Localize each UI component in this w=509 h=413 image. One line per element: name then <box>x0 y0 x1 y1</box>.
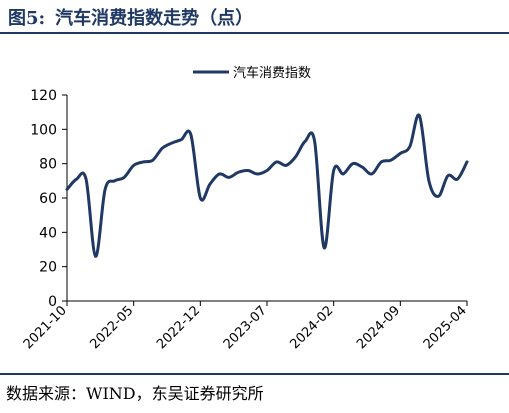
data-point <box>427 179 430 182</box>
data-point <box>275 160 278 163</box>
y-tick-label: 0 <box>48 294 57 310</box>
legend-label: 汽车消费指数 <box>233 65 311 81</box>
data-point <box>418 114 421 117</box>
data-point <box>142 160 145 163</box>
figure-title-text: 汽车消费指数走势（点） <box>55 8 254 29</box>
data-point <box>399 152 402 155</box>
data-point <box>151 159 154 162</box>
data-point <box>170 142 173 145</box>
data-point <box>361 166 364 169</box>
line-chart: 汽车消费指数 0 20 40 60 80 100 120 2021-10 2022-05 2022… <box>21 65 470 352</box>
top-rule <box>0 32 509 34</box>
data-point <box>189 133 192 136</box>
data-point <box>246 169 249 172</box>
data-point <box>132 164 135 167</box>
legend: 汽车消费指数 <box>193 65 311 81</box>
data-point <box>161 147 164 150</box>
data-point <box>266 169 269 172</box>
source-note: 数据来源：WIND，东吴证券研究所 <box>6 384 264 403</box>
data-point <box>218 172 221 175</box>
bottom-rule <box>0 373 509 375</box>
figure-number: 图5: <box>8 8 46 29</box>
x-tick-label: 2022-12 <box>154 303 203 352</box>
data-point <box>446 174 449 177</box>
data-point <box>66 188 69 191</box>
y-tick-label: 120 <box>30 88 57 104</box>
data-point <box>408 145 411 148</box>
data-point <box>237 171 240 174</box>
y-tick-label: 40 <box>39 225 57 241</box>
data-point <box>323 246 326 249</box>
data-point <box>370 172 373 175</box>
data-point <box>94 255 97 258</box>
series-layer <box>65 113 469 258</box>
data-point <box>123 176 126 179</box>
data-point <box>380 160 383 163</box>
data-point <box>113 179 116 182</box>
data-point <box>389 159 392 162</box>
data-point <box>285 164 288 167</box>
data-point <box>180 138 183 141</box>
y-tick-label: 100 <box>30 122 57 138</box>
y-tick-label: 60 <box>39 191 57 207</box>
y-tick-label: 20 <box>39 260 57 276</box>
data-point <box>342 172 345 175</box>
axes <box>62 94 468 306</box>
x-tick-label: 2021-10 <box>21 303 70 352</box>
data-point <box>227 176 230 179</box>
x-tick-label: 2024-02 <box>287 303 336 352</box>
data-point <box>75 178 78 181</box>
tick-labels: 0 20 40 60 80 100 120 2021-10 2022-05 2022-12 2023… <box>21 88 470 352</box>
data-point <box>313 140 316 143</box>
y-tick-label: 80 <box>39 157 57 173</box>
data-point <box>104 188 107 191</box>
data-point <box>456 178 459 181</box>
figure-title: 图5: 汽车消费指数走势（点） <box>8 4 253 30</box>
data-point <box>199 197 202 200</box>
data-point <box>85 178 88 181</box>
data-point <box>437 195 440 198</box>
x-tick-label: 2022-05 <box>87 303 136 352</box>
data-point <box>256 172 259 175</box>
series-line-consumption-index <box>65 113 469 258</box>
data-point <box>332 169 335 172</box>
data-point <box>304 140 307 143</box>
data-point <box>351 162 354 165</box>
data-point <box>466 160 469 163</box>
x-tick-label: 2024-09 <box>354 303 403 352</box>
data-point <box>208 183 211 186</box>
x-tick-label: 2023-07 <box>221 303 270 352</box>
data-point <box>294 155 297 158</box>
x-tick-label: 2025-04 <box>421 303 470 352</box>
